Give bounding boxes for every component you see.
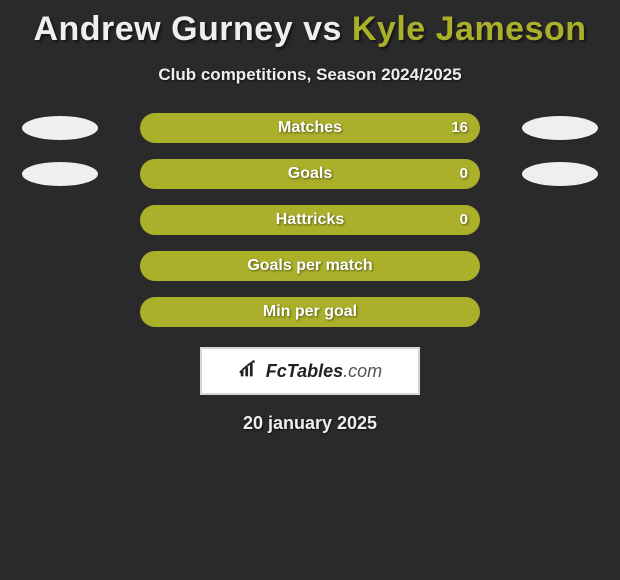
stat-value: 0 <box>460 159 468 189</box>
stat-rows: Matches16Goals0Hattricks0Goals per match… <box>0 113 620 327</box>
stat-bar: Goals per match <box>140 251 480 281</box>
player1-marker <box>22 116 98 140</box>
stat-row: Goals per match <box>0 251 620 281</box>
stat-label: Goals <box>140 159 480 189</box>
chart-icon <box>238 358 260 385</box>
stat-value: 0 <box>460 205 468 235</box>
stat-label: Min per goal <box>140 297 480 327</box>
stat-row: Matches16 <box>0 113 620 143</box>
player1-marker <box>22 162 98 186</box>
page-title: Andrew Gurney vs Kyle Jameson <box>0 0 620 49</box>
player2-marker <box>522 116 598 140</box>
stat-row: Goals0 <box>0 159 620 189</box>
vs-text: vs <box>303 10 342 48</box>
stat-value: 16 <box>451 113 468 143</box>
subtitle: Club competitions, Season 2024/2025 <box>0 65 620 85</box>
brand-logo[interactable]: FcTables.com <box>200 347 420 395</box>
player1-name: Andrew Gurney <box>33 10 293 48</box>
stat-bar: Min per goal <box>140 297 480 327</box>
stat-row: Hattricks0 <box>0 205 620 235</box>
stat-row: Min per goal <box>0 297 620 327</box>
player2-name: Kyle Jameson <box>352 10 587 48</box>
stat-label: Hattricks <box>140 205 480 235</box>
player2-marker <box>522 162 598 186</box>
logo-text-light: .com <box>343 361 382 381</box>
stat-bar: Goals0 <box>140 159 480 189</box>
logo-text-strong: FcTables <box>266 361 343 381</box>
stat-bar: Hattricks0 <box>140 205 480 235</box>
date-label: 20 january 2025 <box>0 413 620 434</box>
stat-label: Goals per match <box>140 251 480 281</box>
stat-label: Matches <box>140 113 480 143</box>
stat-bar: Matches16 <box>140 113 480 143</box>
comparison-card: Andrew Gurney vs Kyle Jameson Club compe… <box>0 0 620 580</box>
